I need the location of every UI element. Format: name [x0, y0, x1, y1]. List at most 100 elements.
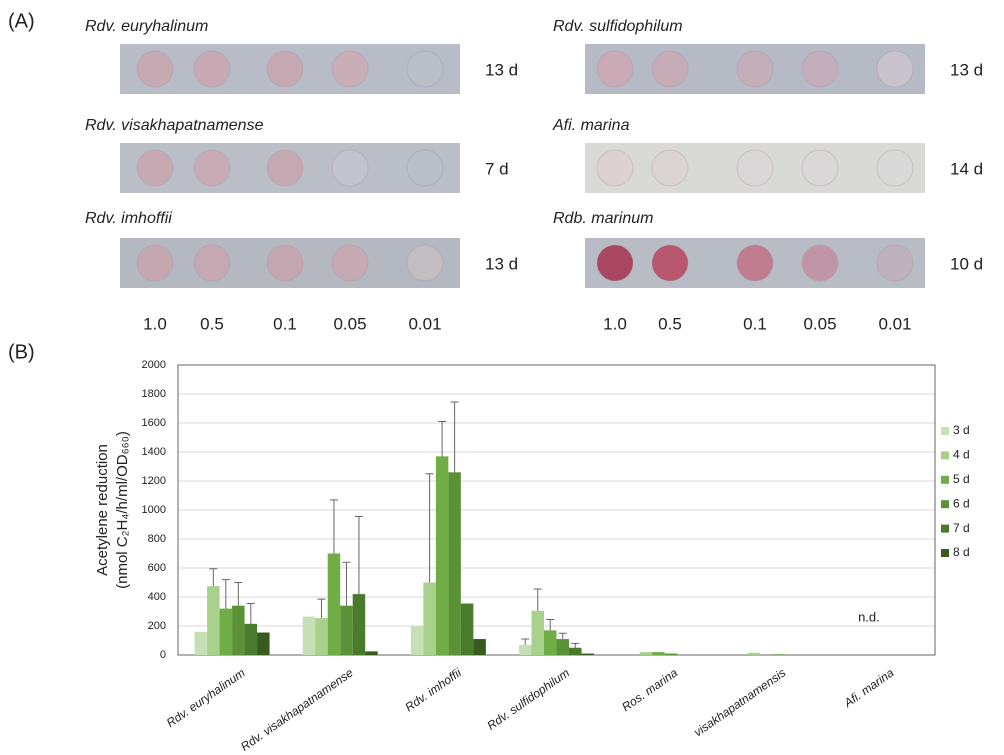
bar [665, 654, 678, 655]
dilution-label: 0.1 [743, 314, 767, 333]
error-bar [521, 639, 529, 645]
colony-spot [267, 245, 303, 281]
legend-label: 8 d [953, 545, 970, 559]
error-bar [234, 583, 242, 606]
bar [519, 645, 532, 655]
strain-name: Rdv. visakhapatnamense [85, 117, 264, 134]
legend-swatch [941, 427, 949, 435]
incubation-days: 10 d [950, 254, 983, 273]
incubation-days: 13 d [485, 60, 518, 79]
error-bar [355, 517, 363, 595]
colony-spot [597, 150, 633, 186]
y-tick-label: 1200 [142, 475, 166, 487]
legend-label: 7 d [953, 521, 970, 535]
bar [353, 594, 366, 655]
legend-swatch [941, 500, 949, 508]
bar [532, 611, 545, 655]
error-bar [546, 619, 554, 630]
colony-spot [332, 51, 368, 87]
y-tick-label: 1400 [142, 446, 166, 458]
colony-spot [652, 245, 688, 281]
y-tick-label: 2000 [142, 359, 166, 371]
colony-spot [137, 245, 173, 281]
colony-spot [194, 150, 230, 186]
y-tick-label: 1600 [142, 417, 166, 429]
bar [220, 609, 233, 655]
colony-spot [407, 51, 443, 87]
bar [544, 630, 557, 655]
colony-spot [652, 51, 688, 87]
bar [448, 472, 461, 655]
y-tick-label: 400 [148, 591, 166, 603]
colony-spot [407, 245, 443, 281]
y-tick-label: 0 [160, 649, 166, 661]
y-tick-label: 800 [148, 533, 166, 545]
bar [411, 626, 424, 655]
colony-spot [137, 150, 173, 186]
colony-spot [332, 150, 368, 186]
dilution-label: 0.05 [803, 314, 836, 333]
colony-spot [597, 51, 633, 87]
bar [303, 617, 316, 655]
colony-spot [877, 245, 913, 281]
bar [473, 639, 486, 655]
dilution-label: 0.5 [200, 314, 224, 333]
legend-swatch [941, 525, 949, 533]
strain-name: Afi. marina [552, 117, 630, 134]
incubation-days: 13 d [950, 60, 983, 79]
colony-spot [802, 150, 838, 186]
colony-spot [737, 245, 773, 281]
bar [340, 606, 353, 655]
colony-spot [332, 245, 368, 281]
x-tick-label: Ros. marina [619, 665, 680, 714]
page: {"panel_a": {"label": "(A)", "plates": [… [0, 0, 1004, 755]
strain-name: Rdv. sulfidophilum [553, 18, 683, 35]
colony-spot [877, 150, 913, 186]
colony-spot [652, 150, 688, 186]
legend-label: 6 d [953, 496, 970, 510]
dilution-label: 0.5 [658, 314, 682, 333]
bar [245, 624, 257, 655]
error-bar [317, 599, 325, 618]
error-bar [534, 589, 542, 611]
x-tick-label: Rdv. euryhalinum [164, 666, 248, 731]
colony-spot [194, 51, 230, 87]
error-bar [426, 474, 434, 583]
bar [557, 639, 570, 655]
bar [207, 586, 220, 655]
bar [569, 648, 582, 655]
bar [315, 618, 328, 655]
error-bar [559, 633, 567, 639]
y-tick-label: 600 [148, 562, 166, 574]
legend-swatch [941, 451, 949, 459]
bar [436, 456, 449, 655]
error-bar [571, 643, 579, 647]
y-tick-label: 1000 [142, 504, 166, 516]
bar [232, 606, 245, 655]
dilution-label: 0.05 [333, 314, 366, 333]
error-bar [438, 422, 446, 457]
legend-label: 3 d [953, 423, 970, 437]
incubation-days: 13 d [485, 254, 518, 273]
y-tick-label: 200 [148, 620, 166, 632]
colony-spot [267, 150, 303, 186]
colony-spot [137, 51, 173, 87]
colony-spot [737, 51, 773, 87]
strain-name: Rdv. imhoffii [85, 210, 172, 227]
bar [257, 633, 270, 655]
bar [195, 632, 208, 655]
error-bar [222, 580, 230, 609]
strain-name: Rdv. euryhalinum [85, 18, 208, 35]
dilution-label: 0.1 [273, 314, 297, 333]
bar [461, 604, 474, 655]
colony-spot [194, 245, 230, 281]
error-bar [451, 402, 459, 472]
error-bar [342, 562, 350, 606]
dilution-label: 0.01 [878, 314, 911, 333]
panel-label: (A) [8, 10, 35, 32]
legend-label: 5 d [953, 472, 970, 486]
dilution-label: 1.0 [143, 314, 167, 333]
bar [748, 653, 761, 655]
incubation-days: 7 d [485, 159, 509, 178]
colony-spot [597, 245, 633, 281]
